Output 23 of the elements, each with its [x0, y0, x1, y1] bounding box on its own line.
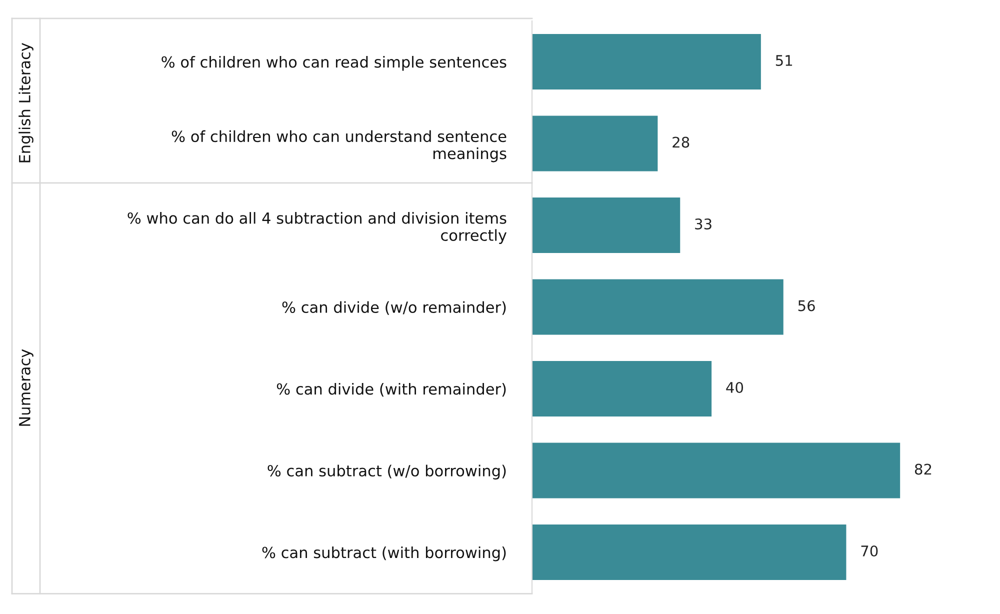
text: Numeracy: [19, 349, 34, 426]
bar: [532, 524, 846, 580]
y-tick-label: % can divide (with remainder): [276, 382, 506, 397]
bar: [532, 442, 900, 498]
bar: [532, 116, 658, 172]
data-label: 70: [861, 545, 878, 556]
data-label: 40: [726, 382, 744, 393]
text: English Literacy: [18, 42, 34, 162]
y-tick-label: % can subtract (w/o borrowing): [268, 464, 506, 480]
bar: [532, 279, 784, 335]
data-label: 28: [672, 136, 690, 148]
bar: [532, 360, 712, 417]
y-tick-label: % of children who can understand sentence meanings: [172, 130, 506, 162]
y-tick-label: % who can do all 4 subtraction and division items correctly: [128, 212, 507, 244]
y-tick-label: % can divide (w/o remainder): [282, 301, 506, 315]
data-label: 56: [798, 300, 815, 312]
data-label: 82: [914, 464, 932, 475]
y-tick-label: % can subtract (with borrowing): [262, 546, 506, 562]
bar: [532, 34, 761, 90]
data-label: 33: [695, 218, 712, 230]
data-label: 51: [776, 55, 792, 66]
y-tick-label: % of children who can read simple sentences: [162, 56, 506, 71]
bar: [532, 197, 680, 254]
